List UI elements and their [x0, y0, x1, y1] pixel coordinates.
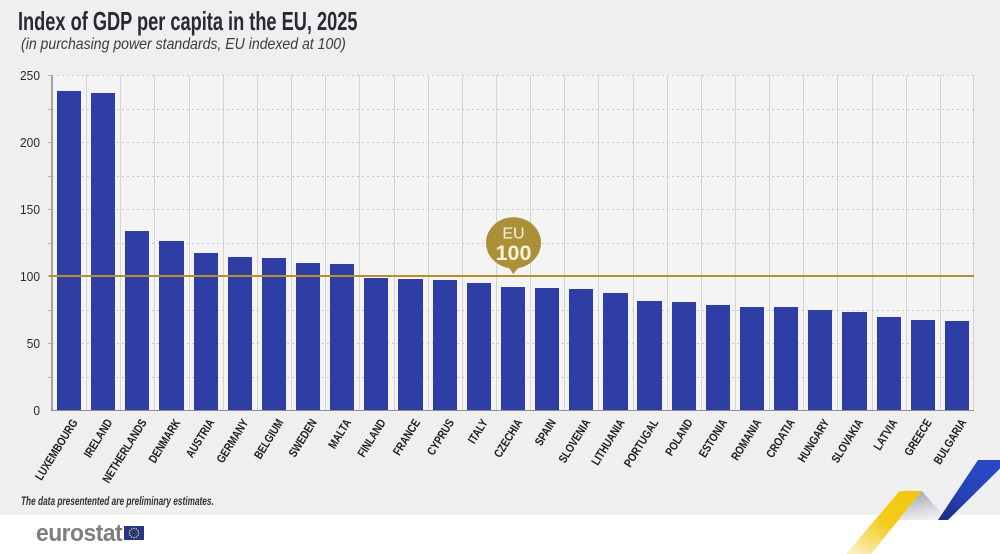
svg-text:EU: EU [502, 225, 524, 242]
svg-text:100: 100 [496, 241, 532, 265]
